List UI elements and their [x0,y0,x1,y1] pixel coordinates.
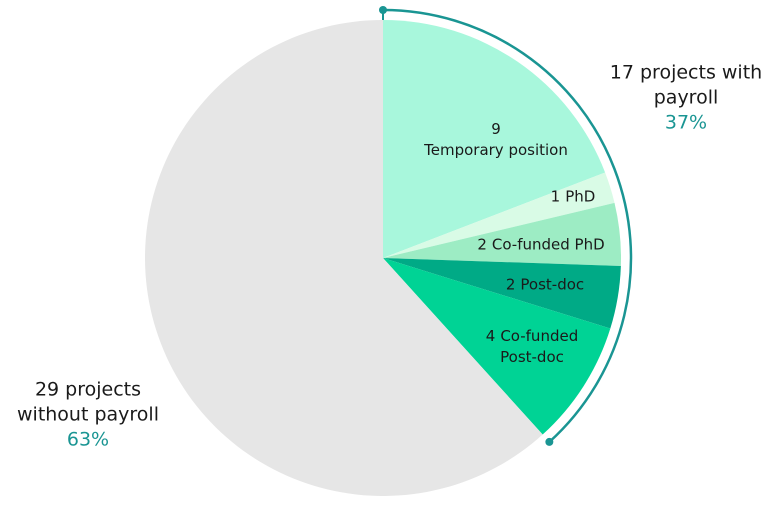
group-label: 17 projects with payroll 37% [601,61,768,136]
slice-value: 4 [485,327,496,345]
group-arc [382,8,633,443]
slice-category: Co-funded PhD [491,235,605,254]
group-text: 29 projects without payroll [17,378,159,426]
slice-category: Post-doc [520,275,585,294]
slice-category: Co-funded Post-doc [500,327,579,366]
slice-value: 2 [505,275,516,294]
slice-label: 9 Temporary position [424,119,568,161]
group-dot [379,6,387,14]
slice-category: Temporary position [424,141,568,159]
group-dot [545,437,554,446]
group-percent: 63% [66,428,110,451]
group-percent: 37% [664,111,708,134]
group-label: 29 projects without payroll 63% [3,378,173,453]
pie-slice [145,20,543,496]
slice-value: 2 [477,235,487,254]
slice-category: PhD [565,187,596,206]
group-text: 17 projects with payroll [609,61,763,109]
pie-slice [383,258,621,329]
pie-slice [383,258,611,435]
slice-label: 4 Co-funded Post-doc [472,326,592,368]
pie-slice [383,20,606,258]
slice-label: 2 Post-doc [506,275,584,296]
pie-slice [383,172,615,258]
slice-label: 2 Co-funded PhD [477,235,604,256]
slice-label: 1 PhD [551,187,596,208]
slice-value: 1 [550,187,561,206]
slice-value: 9 [491,120,501,138]
pie-slice [383,202,621,266]
